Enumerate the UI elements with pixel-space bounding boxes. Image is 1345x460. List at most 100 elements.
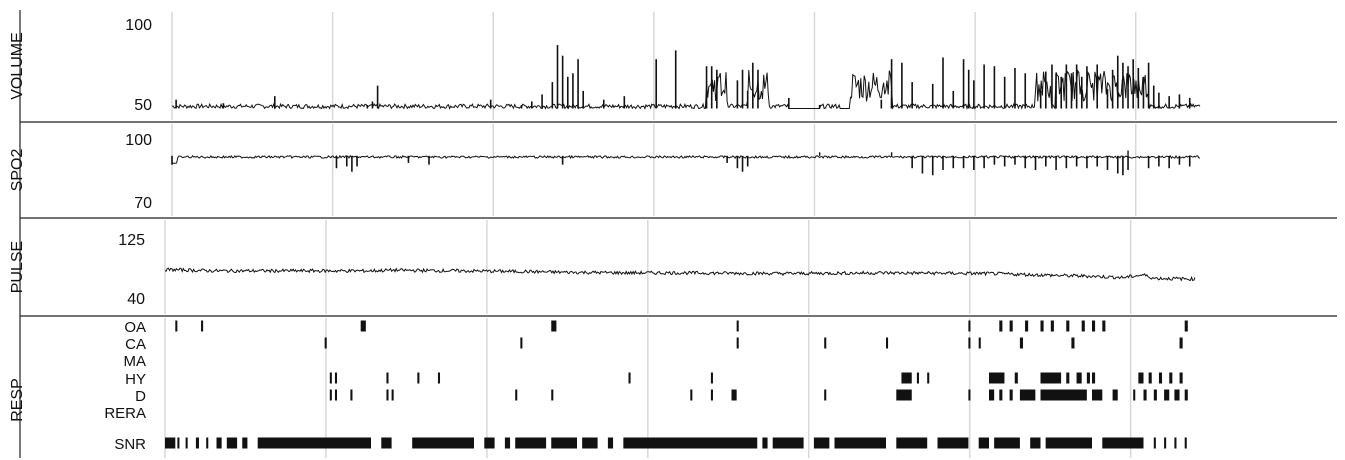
resp-row-label-rera: RERA xyxy=(104,405,146,422)
resp-event-snr xyxy=(1045,437,1092,449)
resp-event-hy xyxy=(901,372,912,384)
pulse-tick-label: 40 xyxy=(127,291,145,308)
resp-event-snr xyxy=(185,437,188,449)
resp-event-d xyxy=(710,389,713,401)
resp-event-snr xyxy=(978,437,989,449)
volume-tick-label: 50 xyxy=(134,97,152,114)
resp-row-label-d: D xyxy=(135,388,146,405)
resp-event-oa xyxy=(1184,320,1188,332)
resp-event-snr xyxy=(1153,437,1156,449)
resp-event-d xyxy=(1133,389,1136,401)
resp-event-snr xyxy=(515,437,547,449)
resp-event-hy xyxy=(437,372,441,384)
resp-event-d xyxy=(334,389,338,401)
resp-event-hy xyxy=(329,372,332,384)
resp-event-oa xyxy=(175,320,178,332)
resp-event-d xyxy=(968,389,971,401)
resp-event-d xyxy=(386,389,389,401)
resp-event-snr xyxy=(937,437,969,449)
resp-event-d xyxy=(515,389,518,401)
resp-event-d xyxy=(1184,389,1188,401)
resp-event-oa xyxy=(1102,320,1106,332)
resp-event-oa xyxy=(1081,320,1085,332)
resp-event-snr xyxy=(623,437,758,449)
resp-event-oa xyxy=(1025,320,1029,332)
resp-event-snr xyxy=(607,437,614,449)
resp-row-label-hy: HY xyxy=(125,371,146,388)
resp-axis-title: RESP xyxy=(9,378,26,422)
resp-event-d xyxy=(1009,389,1013,401)
spo2-tick-label: 70 xyxy=(134,195,152,212)
resp-event-d xyxy=(731,389,737,401)
resp-event-d xyxy=(329,389,332,401)
resp-event-snr xyxy=(762,437,768,449)
resp-event-snr xyxy=(165,437,176,449)
resp-event-ca xyxy=(1179,337,1183,349)
resp-event-snr xyxy=(242,437,248,449)
spo2-series-line xyxy=(171,154,1201,165)
resp-event-snr xyxy=(1030,437,1041,449)
resp-event-hy xyxy=(1169,372,1173,384)
resp-event-snr xyxy=(226,437,238,449)
resp-event-snr xyxy=(1174,437,1177,449)
resp-event-snr xyxy=(484,437,495,449)
resp-event-hy xyxy=(1158,372,1163,384)
resp-event-snr xyxy=(813,437,830,449)
resp-event-ca xyxy=(736,337,739,349)
volume-axis-title: VOLUME xyxy=(9,32,26,100)
pulse-axis-title: PULSE xyxy=(9,241,26,293)
resp-row-label-oa: OA xyxy=(124,319,146,336)
resp-event-snr xyxy=(1164,437,1167,449)
resp-event-ca xyxy=(978,337,981,349)
resp-event-hy xyxy=(1086,372,1090,384)
resp-event-ca xyxy=(1019,337,1023,349)
resp-event-oa xyxy=(736,320,739,332)
resp-event-d xyxy=(1112,389,1118,401)
resp-event-oa xyxy=(1009,320,1013,332)
resp-event-oa xyxy=(1092,320,1096,332)
resp-event-hy xyxy=(1040,372,1062,384)
spo2-axis-title: SPO2 xyxy=(9,149,26,192)
resp-event-hy xyxy=(710,372,713,384)
resp-event-snr xyxy=(582,437,598,449)
resp-event-ca xyxy=(1071,337,1075,349)
volume-tick-label: 100 xyxy=(125,17,152,34)
resp-event-snr xyxy=(551,437,577,449)
resp-event-snr xyxy=(381,437,392,449)
resp-row-label-ca: CA xyxy=(125,336,146,353)
resp-event-hy xyxy=(1179,372,1183,384)
resp-event-d xyxy=(391,389,394,401)
resp-event-ca xyxy=(886,337,889,349)
resp-event-snr xyxy=(1102,437,1144,449)
resp-event-d xyxy=(1174,389,1180,401)
resp-event-d xyxy=(1164,389,1170,401)
resp-event-d xyxy=(1092,389,1103,401)
resp-event-oa xyxy=(968,320,971,332)
pulse-tick-label: 125 xyxy=(118,232,145,249)
resp-event-snr xyxy=(412,437,474,449)
resp-event-oa xyxy=(1050,320,1054,332)
resp-event-d xyxy=(989,389,995,401)
resp-event-ca xyxy=(824,337,827,349)
resp-event-oa xyxy=(551,320,557,332)
resp-event-snr xyxy=(195,437,199,449)
resp-event-snr xyxy=(257,437,371,449)
pulse-series-line xyxy=(164,267,1196,282)
resp-event-d xyxy=(1153,389,1157,401)
resp-event-d xyxy=(1019,389,1036,401)
resp-event-snr xyxy=(994,437,1020,449)
resp-event-snr xyxy=(1184,437,1187,449)
resp-event-snr xyxy=(896,437,928,449)
resp-event-snr xyxy=(206,437,209,449)
resp-event-oa xyxy=(360,320,366,332)
resp-event-d xyxy=(1143,389,1147,401)
resp-event-hy xyxy=(628,372,631,384)
resp-event-ca xyxy=(324,337,327,349)
resp-event-snr xyxy=(504,437,511,449)
resp-event-hy xyxy=(989,372,1005,384)
resp-event-oa xyxy=(1066,320,1070,332)
resp-event-hy xyxy=(1092,372,1096,384)
resp-event-d xyxy=(350,389,353,401)
resp-event-d xyxy=(824,389,827,401)
